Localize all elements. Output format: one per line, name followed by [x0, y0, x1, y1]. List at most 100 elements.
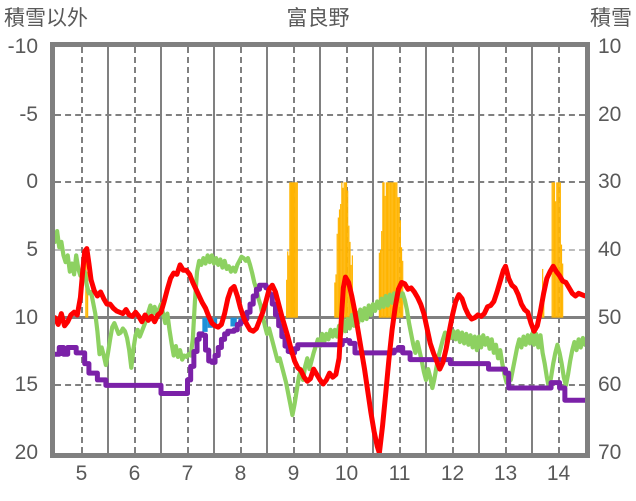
vertical-gridline-dashed: [451, 47, 454, 453]
bar: [289, 182, 291, 318]
bar: [562, 263, 564, 318]
bar: [384, 195, 386, 318]
x-tick: 9: [287, 462, 300, 485]
bar: [397, 197, 399, 318]
bar: [379, 250, 382, 318]
bar: [342, 187, 344, 318]
bar: [398, 197, 400, 318]
bar: [552, 182, 554, 318]
chart-title: 富良野: [286, 7, 350, 30]
plot-area: [50, 42, 590, 458]
x-tick: 10: [334, 462, 359, 485]
bar: [551, 182, 553, 318]
bar: [214, 317, 218, 328]
x-tick: 6: [128, 462, 141, 485]
bar: [390, 182, 392, 318]
y-tick-left: 20: [14, 441, 38, 464]
y-tick-right: 10: [598, 35, 622, 58]
y-tick-right: 50: [598, 305, 622, 329]
bar: [347, 190, 349, 318]
bar: [292, 182, 294, 318]
y-tick-right: 20: [598, 102, 622, 126]
vertical-gridline-dashed: [133, 47, 136, 453]
bar: [343, 182, 345, 318]
bar: [336, 233, 338, 318]
vertical-gridline: [531, 47, 533, 453]
vertical-gridline: [107, 47, 109, 453]
bar: [556, 182, 558, 318]
x-tick: 11: [388, 462, 411, 485]
bar: [396, 182, 398, 318]
red-line: [55, 246, 585, 453]
y-tick-right: 70: [598, 441, 622, 464]
vertical-gridline: [160, 47, 162, 453]
series-lines-layer: [55, 228, 585, 453]
y-tick-left: 15: [14, 373, 38, 397]
vertical-gridline: [319, 47, 321, 453]
bar: [230, 317, 237, 327]
right-axis-title: 積雪: [590, 7, 632, 30]
vertical-gridline: [372, 47, 374, 453]
bar: [392, 182, 394, 318]
bar: [338, 209, 341, 318]
x-tick: 13: [493, 462, 518, 485]
bar: [202, 317, 208, 332]
bar: [349, 241, 351, 318]
y-tick-right: 30: [598, 170, 622, 194]
bar: [382, 182, 384, 318]
vertical-gridline: [425, 47, 427, 453]
bar: [381, 231, 383, 318]
bar: [385, 182, 387, 318]
bar: [348, 225, 350, 318]
bar: [383, 182, 385, 318]
bar: [341, 182, 343, 318]
bar: [345, 182, 348, 318]
bar: [291, 182, 293, 318]
bar: [557, 182, 559, 318]
bar: [295, 182, 297, 318]
y-tick-left: 10: [14, 305, 38, 329]
vertical-gridline: [266, 47, 268, 453]
vertical-gridline: [213, 47, 215, 453]
vertical-gridline: [478, 47, 480, 453]
bar: [389, 182, 391, 318]
vertical-gridline-dashed: [80, 47, 83, 453]
x-tick: 14: [546, 462, 571, 485]
bar: [388, 182, 390, 318]
orange-snow-bars: [85, 182, 564, 318]
plot-inner: [55, 47, 585, 453]
bar: [393, 182, 396, 318]
bar: [553, 182, 556, 318]
bar: [351, 255, 353, 318]
bar: [344, 182, 346, 318]
bar: [296, 182, 298, 318]
bar: [402, 260, 404, 318]
x-tick: 12: [440, 462, 465, 485]
bar: [340, 203, 342, 318]
bar: [288, 255, 290, 318]
vertical-gridline-dashed: [186, 47, 189, 453]
y-tick-left: -5: [19, 102, 38, 126]
bar: [290, 182, 292, 318]
bar: [286, 279, 288, 318]
left-axis-title: 積雪以外: [4, 7, 88, 30]
bar: [293, 182, 295, 318]
bar: [337, 217, 339, 318]
y-tick-left: 5: [26, 238, 38, 261]
bar: [334, 282, 336, 318]
x-tick: 7: [181, 462, 194, 485]
bar: [386, 182, 389, 318]
y-tick-right: 40: [598, 238, 622, 261]
bar: [378, 252, 380, 318]
vertical-gridline-dashed: [504, 47, 507, 453]
vertical-gridline-dashed: [239, 47, 242, 453]
bar: [395, 182, 397, 318]
x-tick: 5: [75, 462, 88, 485]
bar: [558, 182, 560, 318]
bar: [555, 201, 557, 318]
bar: [335, 274, 337, 318]
y-tick-left: 0: [26, 170, 38, 194]
bars-layer: [85, 182, 564, 332]
bar: [294, 182, 296, 318]
